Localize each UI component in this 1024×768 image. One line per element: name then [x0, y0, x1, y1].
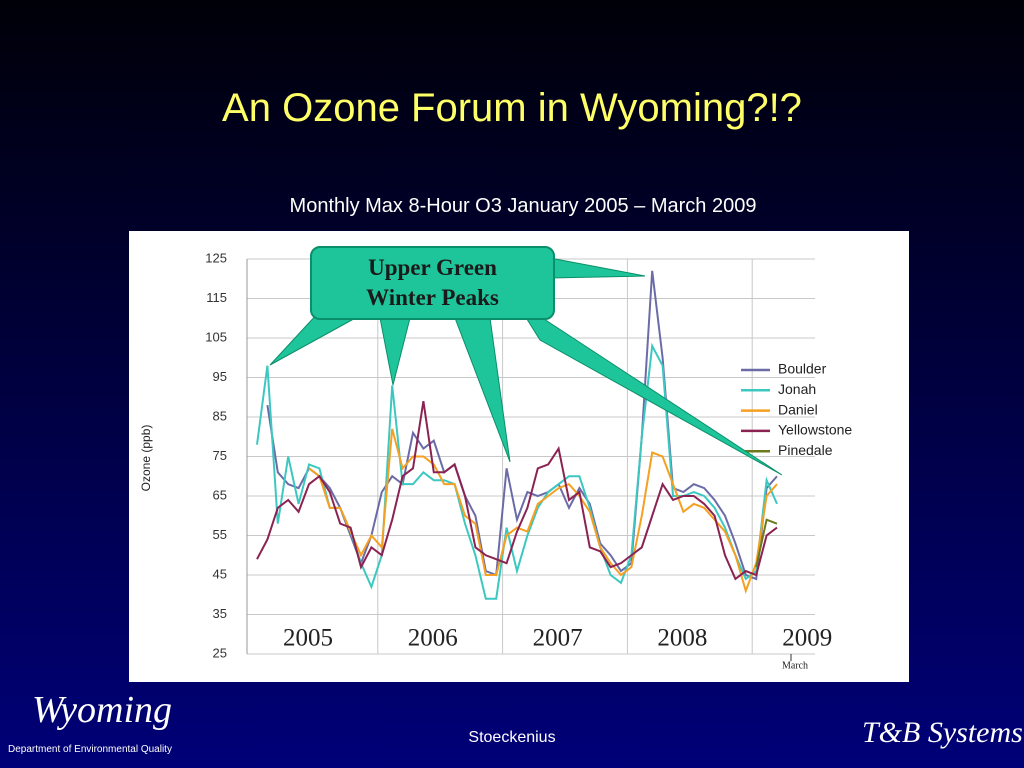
legend-label: Daniel [778, 401, 818, 417]
series-line [308, 428, 778, 594]
pointer [514, 299, 783, 476]
y-axis-label: Ozone (ppb) [139, 425, 153, 492]
logo-subtitle: Department of Environmental Quality [8, 744, 172, 755]
y-tick-label: 75 [213, 448, 227, 463]
x-group-label: 2007 [533, 625, 583, 652]
slide-title: An Ozone Forum in Wyoming?!? [222, 86, 802, 130]
series-line [266, 270, 778, 581]
x-group-label: 2005 [283, 625, 333, 652]
y-tick-label: 105 [205, 329, 227, 344]
y-tick-label: 55 [213, 527, 227, 542]
legend-label: Yellowstone [778, 422, 852, 438]
x-group-label: 2008 [657, 625, 707, 652]
logo-tb: T&B Systems [862, 716, 1023, 749]
y-tick-label: 25 [213, 645, 227, 660]
series-line [755, 518, 778, 568]
legend-label: Jonah [778, 381, 816, 397]
y-tick-label: 65 [213, 487, 227, 502]
legend-label: Pinedale [778, 442, 833, 458]
x-note: March [782, 660, 808, 671]
legend-label: Boulder [778, 361, 827, 377]
x-group-label: 2009 [782, 625, 832, 652]
chart-subtitle: Monthly Max 8-Hour O3 January 2005 – Mar… [289, 195, 757, 217]
series-line [256, 401, 778, 581]
chart: 25 35 45 55 65 75 85 95 105 115 125 Ozone (ppb) 2005… [139, 250, 853, 672]
y-tick-label: 35 [213, 606, 227, 621]
logo-wyoming: Wyoming [32, 689, 173, 731]
presenter: Stoeckenius [468, 729, 556, 746]
y-tick-label: 125 [205, 250, 227, 265]
y-tick-label: 85 [213, 408, 227, 423]
x-group-label: 2006 [408, 625, 458, 652]
callout: Upper Green Winter Peaks [310, 246, 555, 320]
y-tick-label: 95 [213, 369, 227, 384]
y-tick-label: 45 [213, 566, 227, 581]
y-tick-label: 115 [206, 290, 227, 305]
